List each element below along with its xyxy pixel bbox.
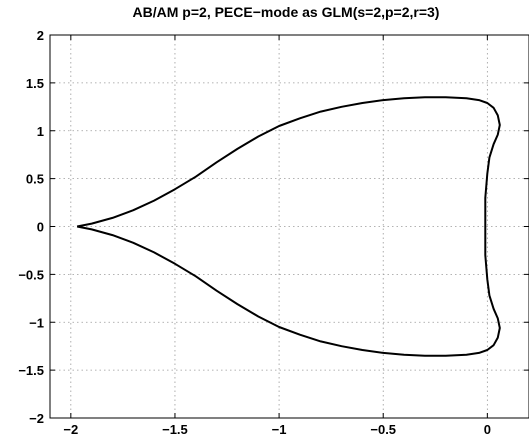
x-tick-label: 0 [484,422,491,437]
grid [50,34,529,419]
x-tick-label: −1 [272,422,287,437]
y-axis: 2 1.5 1 0.5 0 −0.5 −1 −1.5 −2 [18,28,44,426]
y-tick-label: 0.5 [26,172,44,187]
y-tick-label: −1.5 [18,363,44,378]
y-tick-label: 2 [37,28,44,43]
y-tick-label: −0.5 [18,267,44,282]
y-tick-label: 1 [37,124,44,139]
x-tick-label: −1.5 [162,422,188,437]
stability-region-curve [76,96,501,357]
y-tick-label: −2 [29,411,44,426]
y-tick-label: 0 [37,220,44,235]
x-tick-label: −2 [63,422,78,437]
y-tick-label: −1 [29,315,44,330]
x-tick-label: −0.5 [370,422,396,437]
series [76,96,501,357]
y-tick-label: 1.5 [26,76,44,91]
x-axis: −2 −1.5 −1 −0.5 0 [63,422,491,437]
ticks [50,34,529,419]
chart-title: AB/AM p=2, PECE−mode as GLM(s=2,p=2,r=3) [133,4,440,20]
